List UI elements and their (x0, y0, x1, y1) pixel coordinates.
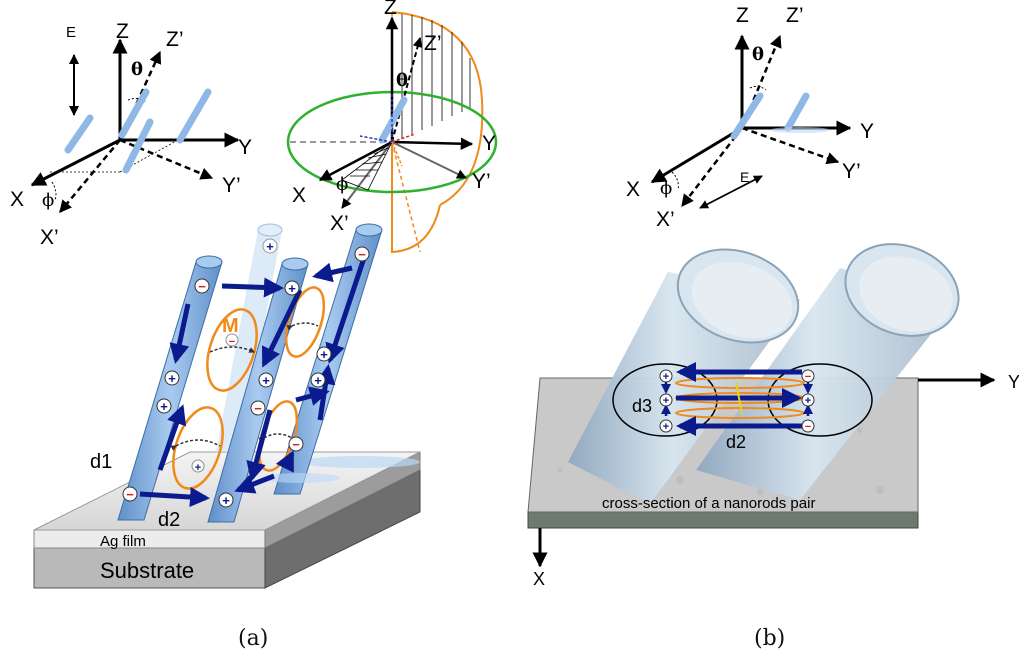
axis-z-label: Z (384, 0, 397, 19)
axis-x-label: X (10, 188, 24, 211)
d2-label: d2 (158, 509, 180, 531)
axis-y-prime-label: Y’ (472, 170, 491, 193)
panel-b-axes: Z Z’ θ Y Y’ X X’ ϕ E (626, 4, 874, 231)
minus-charge: − (126, 487, 134, 502)
axis-z-prime-label: Z’ (424, 32, 442, 55)
plus-charge: + (805, 395, 811, 407)
axis-y-label: Y (1008, 372, 1019, 392)
plus-charge: + (288, 281, 296, 296)
plus-charge: + (663, 395, 669, 407)
panel-a-axes-left: E Z Z’ θ Y Y’ X X’ ϕ (10, 20, 252, 249)
substrate-label: Substrate (100, 558, 194, 583)
theta-label: θ (396, 70, 408, 91)
minus-charge: − (198, 279, 206, 294)
d2-label: d2 (726, 432, 746, 452)
axis-y-label: Y (860, 120, 874, 143)
axis-z-prime-label: Z’ (166, 28, 184, 51)
plus-charge: + (663, 371, 669, 383)
plus-charge: + (160, 399, 168, 414)
d1-label: d1 (90, 451, 112, 473)
minus-charge: − (358, 247, 366, 262)
plus-charge: + (195, 462, 201, 474)
caption-b: (b) (754, 626, 785, 651)
plus-charge: + (320, 347, 328, 362)
axis-y-prime-label: Y’ (842, 160, 861, 183)
axis-x-prime-label: X’ (656, 208, 675, 231)
ag-film-label: Ag film (100, 533, 146, 550)
minus-charge: − (805, 371, 811, 383)
theta-label: θ (131, 59, 143, 80)
axis-x-prime-label: X’ (330, 212, 349, 235)
minus-charge: − (292, 437, 300, 452)
theta-label: θ (752, 44, 764, 65)
axis-x-label: X (292, 184, 306, 207)
axis-z-label: Z (116, 20, 129, 43)
panel-b-scene: + + + − + − d3 d2 cross-section of a nan… (527, 243, 1019, 589)
axis-z-prime-label: Z’ (786, 4, 804, 27)
minus-charge: − (254, 401, 262, 416)
phi-label: ϕ (336, 174, 348, 195)
plus-charge: + (222, 493, 230, 508)
cross-section-caption: cross-section of a nanorods pair (602, 495, 815, 512)
phi-label: ϕ (42, 190, 54, 211)
minus-charge: − (229, 336, 235, 348)
plus-charge: + (663, 421, 669, 433)
minus-charge: − (805, 421, 811, 433)
axis-x-prime-label: X’ (40, 226, 59, 249)
plus-charge: + (266, 239, 274, 254)
axis-x-label: X (626, 178, 640, 201)
plus-charge: + (168, 371, 176, 386)
phi-label: ϕ (660, 178, 672, 199)
plus-charge: + (262, 373, 270, 388)
axis-y-label: Y (238, 136, 252, 159)
axis-y-label: Y (482, 132, 496, 155)
caption-a: (a) (238, 626, 268, 651)
panel-a-axes-right: Z Z’ θ Y Y’ X X’ ϕ (286, 0, 498, 254)
magnetic-moment-label: M (222, 315, 239, 337)
axis-y-prime-label: Y’ (222, 174, 241, 197)
d3-label: d3 (632, 396, 652, 416)
axis-e-label: E (740, 169, 749, 185)
plus-charge: + (314, 373, 322, 388)
axis-z-label: Z (736, 4, 749, 27)
axis-e-label: E (66, 24, 76, 41)
charge-markers: − + + − + + + − + + − − + − (122, 238, 370, 508)
axis-x-label: X (533, 569, 545, 589)
panel-a-nanorods: M − + + − + (90, 223, 383, 583)
